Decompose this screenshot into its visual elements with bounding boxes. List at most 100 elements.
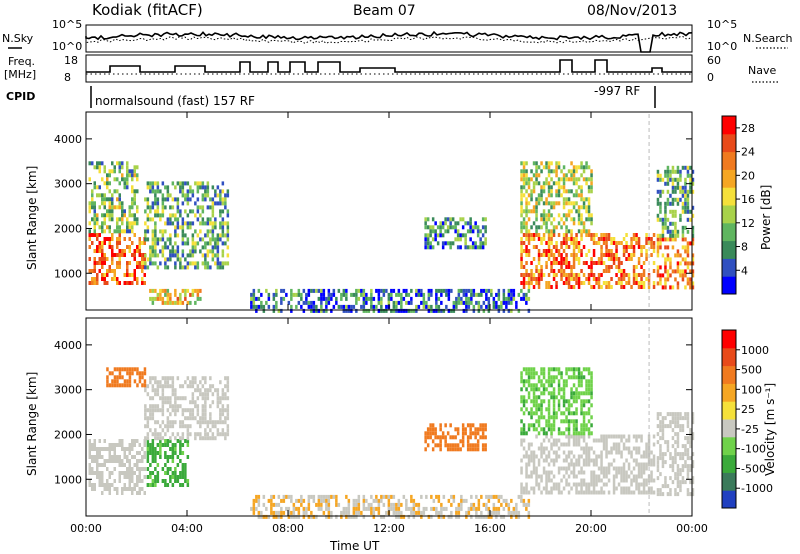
echo-cell [138,245,141,249]
echo-cell [659,245,662,250]
echo-cell [635,462,638,467]
echo-cell [255,498,258,503]
echo-cell [607,269,611,273]
echo-cell [622,490,626,495]
echo-cell [572,165,576,170]
echo-cell [656,237,660,242]
echo-cell [451,435,455,440]
freq-panel-frame [85,54,693,83]
colorbar-swatch [722,436,736,456]
echo-cell [128,487,131,491]
echo-cell [327,502,331,507]
echo-cell [679,472,682,477]
echo-cell [570,209,573,214]
echo-cell [116,487,119,491]
echo-cell [285,506,288,511]
echo-cell [520,399,523,404]
echo-cell [424,431,427,436]
echo-cell [562,399,566,404]
echo-cell [422,292,426,297]
echo-cell [547,454,551,459]
echo-cell [530,387,533,392]
echo-cell [676,253,680,258]
echo-cell [560,478,563,483]
echo-cell [577,490,581,495]
echo-cell [154,245,157,250]
echo-cell [540,383,543,388]
colorbar-frame [721,115,737,295]
echo-cell [181,229,185,234]
echo-cell [211,400,215,405]
echo-cell [128,447,131,451]
echo-cell [194,181,197,186]
echo-cell [166,376,170,381]
echo-cell [515,506,518,511]
echo-cell [161,288,165,293]
echo-cell [93,181,96,186]
echo-cell [108,487,111,491]
echo-cell [562,165,566,170]
echo-cell [457,502,461,507]
echo-cell [681,464,685,469]
echo-cell [111,257,114,261]
echo-cell [627,474,631,479]
echo-cell [582,165,586,170]
echo-cell [262,308,266,313]
echo-cell [367,506,371,511]
echo-cell [204,376,207,381]
echo-cell [656,440,660,445]
echo-cell [477,506,481,511]
echo-cell [637,281,641,285]
echo-cell [470,296,473,301]
echo-cell [138,249,141,253]
echo-cell [118,237,121,241]
echo-cell [317,296,321,301]
echo-cell [465,514,468,519]
echo-cell [156,380,160,385]
echo-cell [532,450,536,455]
echo-cell [642,285,646,289]
echo-cell [600,466,603,471]
echo-cell [560,395,563,400]
echo-cell [131,479,134,483]
echo-cell [520,205,523,210]
echo-cell [689,281,692,286]
echo-cell [141,281,144,285]
echo-cell [562,466,566,471]
echo-cell [151,296,155,301]
echo-cell [126,447,129,451]
echo-cell [535,225,538,230]
echo-cell [156,436,160,441]
echo-cell [191,376,195,381]
echo-cell [477,308,481,313]
echo-cell [520,395,523,400]
echo-cell [206,392,210,397]
echo-cell [106,173,109,178]
echo-cell [537,474,541,479]
echo-cell [466,443,470,448]
echo-cell [265,300,268,305]
echo-cell [679,169,682,174]
echo-cell [325,514,328,519]
echo-cell [179,436,182,441]
echo-cell [113,367,117,372]
echo-cell [567,411,571,416]
echo-cell [275,502,278,507]
echo-cell [691,416,695,421]
echo-cell [582,245,586,249]
echo-cell [522,161,526,166]
echo-cell [196,412,200,417]
echo-cell [103,487,106,491]
echo-cell [671,181,675,186]
echo-cell [522,411,526,416]
echo-cell [221,396,225,401]
echo-cell [527,379,531,384]
echo-cell [652,434,656,439]
echo-cell [540,415,543,420]
echo-cell [520,427,523,432]
echo-cell [209,428,212,433]
echo-cell [565,189,568,194]
echo-cell [317,494,321,499]
echo-cell [131,471,134,475]
echo-cell [133,483,136,487]
